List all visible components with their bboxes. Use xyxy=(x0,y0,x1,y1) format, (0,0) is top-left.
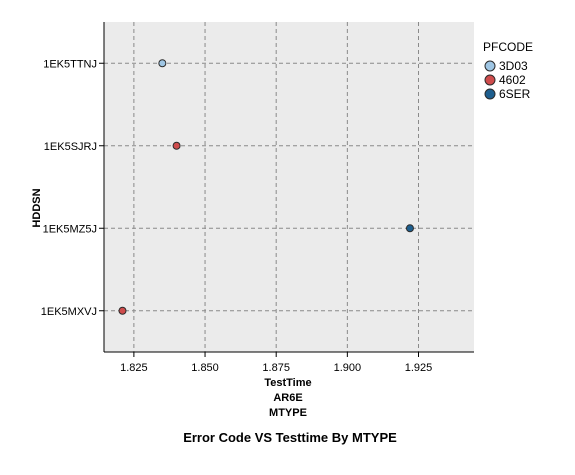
legend-label: 4602 xyxy=(499,73,526,87)
x-axis-title: TestTime xyxy=(264,377,311,389)
data-points xyxy=(118,59,414,315)
legend-label: 3D03 xyxy=(499,59,528,73)
plot-background xyxy=(104,22,474,352)
x-tick-label: 1.850 xyxy=(191,362,219,374)
legend-marker xyxy=(484,60,496,72)
x-tick-label: 1.925 xyxy=(405,362,433,374)
x-tick-label: 1.900 xyxy=(334,362,362,374)
data-point xyxy=(405,224,414,233)
data-point xyxy=(118,306,127,315)
chart-title: Error Code VS Testtime By MTYPE xyxy=(183,430,397,445)
legend-label: 6SER xyxy=(499,87,531,101)
y-tick-label: 1EK5TTNJ xyxy=(43,58,97,70)
y-tick-label: 1EK5MXVJ xyxy=(41,306,97,318)
data-point xyxy=(172,141,181,150)
x-tick-label: 1.825 xyxy=(120,362,148,374)
axes: 1.825 1.850 1.875 1.900 1.925 1EK5TTNJ 1EK5SJR… xyxy=(41,22,474,374)
plot-area xyxy=(104,22,474,352)
data-point xyxy=(158,59,167,68)
x-axis-subtitle-line-1: AR6E xyxy=(273,392,302,404)
legend-marker xyxy=(484,74,496,86)
y-axis-title: HDDSN xyxy=(31,188,43,227)
legend-marker xyxy=(484,88,496,100)
legend-title: PFCODE xyxy=(483,40,533,54)
x-tick-label: 1.875 xyxy=(262,362,290,374)
y-tick-label: 1EK5SJRJ xyxy=(44,141,97,153)
y-tick-label: 1EK5MZ5J xyxy=(43,223,97,235)
x-axis-subtitle-line-2: MTYPE xyxy=(269,407,307,419)
